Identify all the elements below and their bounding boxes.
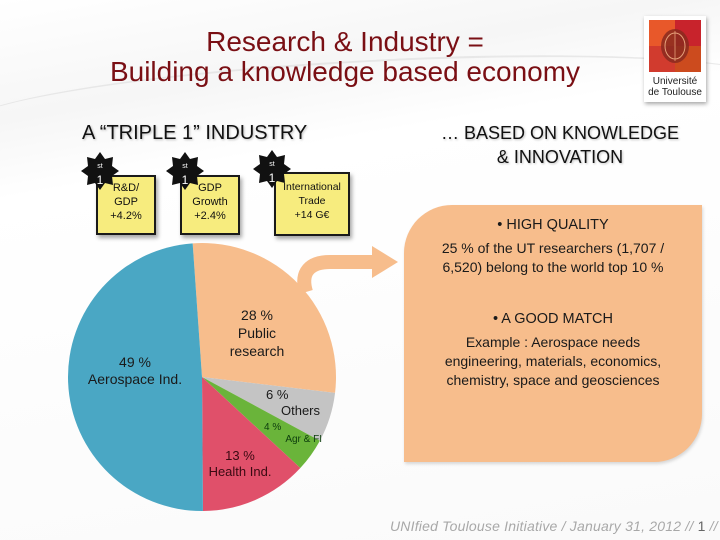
card-rd-gdp: R&D/ GDP +4.2% <box>96 175 156 235</box>
text-line: engineering, materials, economics, <box>444 353 662 369</box>
arrow-connector <box>297 255 376 295</box>
footer-text: UNIfied Toulouse Initiative / January 31… <box>390 518 698 534</box>
bullet-high-quality: • HIGH QUALITY <box>497 217 609 233</box>
bullet-good-match: • A GOOD MATCH <box>492 311 613 327</box>
pie-slices <box>68 243 336 511</box>
logo-text-line2: de Toulouse <box>648 87 702 98</box>
card-line: R&D/ <box>112 182 140 194</box>
pie-slice-others <box>202 377 336 441</box>
text-line: chemistry, space and geosciences <box>446 372 660 388</box>
star-badge-icon <box>81 152 119 190</box>
card-value: +4.2% <box>110 210 142 222</box>
label-pct: 6 % <box>266 387 289 402</box>
page-number: 1 <box>697 518 706 534</box>
high-quality-text: 25 % of the UT researchers (1,707 / 6,52… <box>404 239 702 277</box>
slide-footer: UNIfied Toulouse Initiative / January 31… <box>390 518 718 534</box>
label-name: Aerospace Ind. <box>87 371 183 387</box>
text-line: Example : Aerospace needs <box>465 334 641 350</box>
logo-seal-icon <box>649 20 701 72</box>
heading-line-1: … BASED ON KNOWLEDGE <box>440 123 680 143</box>
badge-suffix: st <box>97 163 103 170</box>
card-value: +2.4% <box>194 210 226 222</box>
footer-suffix: // <box>705 518 718 534</box>
universite-de-toulouse-logo: Université de Toulouse <box>644 16 706 102</box>
card-gdp-growth: GDP Growth +2.4% <box>180 175 240 235</box>
title-line-2: Building a knowledge based economy <box>109 56 581 87</box>
star-badge-icon <box>166 152 204 190</box>
badge-suffix: st <box>182 163 188 170</box>
badge-number: 1 <box>181 173 189 187</box>
knowledge-innovation-heading: … BASED ON KNOWLEDGE & INNOVATION <box>400 121 720 169</box>
card-international-trade: International Trade +14 G€ <box>274 172 350 236</box>
title-line-1: Research & Industry = <box>206 26 484 57</box>
label-health: 13 % Health Ind. <box>200 448 280 480</box>
text-line: 6,520) belong to the world top 10 % <box>442 259 664 275</box>
badge-suffix: st <box>269 161 275 168</box>
first-place-badge: 1 st <box>165 151 205 191</box>
pie-slice-agr-fi <box>202 377 320 469</box>
card-line: Growth <box>192 196 228 208</box>
label-name: Public <box>237 325 277 341</box>
label-name: Health Ind. <box>208 464 272 479</box>
pie-slice-aerospace-ind- <box>68 243 203 511</box>
card-value: +14 G€ <box>294 209 330 221</box>
star-badge-icon <box>253 150 291 188</box>
heading-line-2: & INNOVATION <box>496 147 624 167</box>
label-name: Others <box>280 403 320 418</box>
card-line: Trade <box>298 195 326 207</box>
label-aerospace: 49 % Aerospace Ind. <box>70 354 200 388</box>
text-line: 25 % of the UT researchers (1,707 / <box>441 240 665 256</box>
card-line: International <box>283 181 341 193</box>
label-public-research: 28 % Public research <box>212 306 302 360</box>
label-pct: 4 % <box>264 422 282 433</box>
label-pct: 28 % <box>241 307 273 323</box>
logo-text-line1: Université <box>652 76 698 87</box>
slide-title: Research & Industry = Building a knowled… <box>60 27 630 87</box>
label-others: 6 % Others <box>260 387 320 419</box>
triple-1-heading: A “TRIPLE 1” INDUSTRY <box>82 122 308 144</box>
knowledge-innovation-box: • HIGH QUALITY 25 % of the UT researcher… <box>404 205 702 462</box>
pie-slice-health-ind- <box>202 377 301 511</box>
card-line: GDP <box>114 196 138 208</box>
badge-number: 1 <box>96 173 104 187</box>
label-name: research <box>229 343 285 359</box>
label-name: Agr & FI <box>285 434 322 445</box>
first-place-badge: 1 st <box>80 151 120 191</box>
good-match-text: Example : Aerospace needs engineering, m… <box>404 333 702 390</box>
card-line: GDP <box>198 182 222 194</box>
label-pct: 13 % <box>225 448 255 463</box>
arrow-right-icon <box>372 246 398 278</box>
badge-number: 1 <box>268 171 276 185</box>
label-agr-fi: 4 % Agr & FI <box>262 422 322 446</box>
first-place-badge: 1 st <box>252 149 292 189</box>
label-pct: 49 % <box>119 354 151 370</box>
pie-slice-public-research <box>192 243 336 393</box>
